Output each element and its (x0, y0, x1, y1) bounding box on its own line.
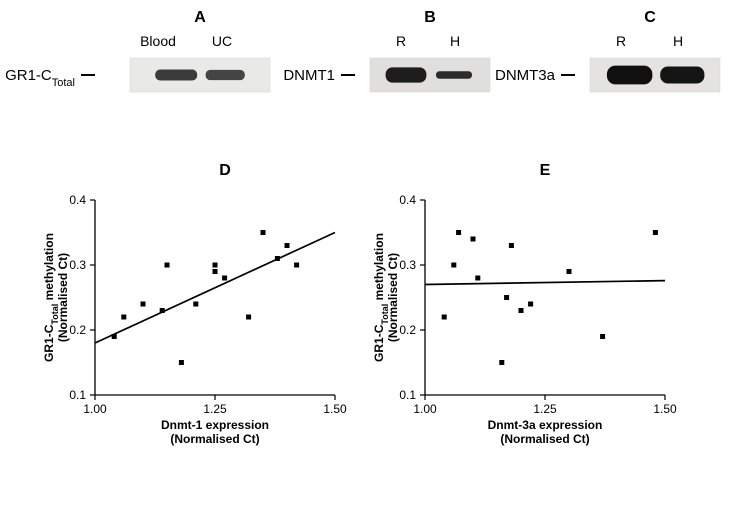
point-D-14 (294, 263, 299, 268)
point-E-8 (519, 308, 524, 313)
panel-letter-B: B (424, 9, 436, 26)
probe-label-B: DNMT1 (283, 67, 335, 84)
xtick-label-D-1: 1.25 (203, 402, 227, 416)
point-E-1 (451, 263, 456, 268)
ylabel-group-E: GR1-CTotal methylation(Normalised Ct) (372, 233, 400, 362)
point-E-10 (567, 269, 572, 274)
point-D-12 (275, 256, 280, 261)
xtick-label-D-2: 1.50 (323, 402, 347, 416)
point-D-5 (179, 360, 184, 365)
ytick-label-D-2: 0.3 (69, 258, 86, 272)
point-D-6 (193, 302, 198, 307)
ytick-label-D-3: 0.4 (69, 193, 86, 207)
point-E-12 (653, 230, 658, 235)
xtick-label-E-2: 1.50 (653, 402, 677, 416)
panel-letter-C: C (644, 9, 656, 26)
lane-label-B-0: R (396, 33, 406, 49)
ytick-label-D-0: 0.1 (69, 388, 86, 402)
point-E-9 (528, 302, 533, 307)
xtick-label-E-1: 1.25 (533, 402, 557, 416)
point-E-7 (509, 243, 514, 248)
lane-label-B-1: H (450, 33, 460, 49)
point-D-10 (246, 315, 251, 320)
point-E-4 (475, 276, 480, 281)
chart-D: D 0.1 0.2 0.3 0.4 1.00 1.25 1.50 Dnmt-1 expressi… (42, 162, 347, 446)
xlabel2-D: (Normalised Ct) (170, 432, 259, 446)
point-D-7 (213, 269, 218, 274)
point-E-5 (499, 360, 504, 365)
point-D-2 (141, 302, 146, 307)
point-D-4 (165, 263, 170, 268)
ytick-label-E-2: 0.3 (399, 258, 416, 272)
point-D-8 (213, 263, 218, 268)
ylabel-group-D: GR1-CTotal methylation(Normalised Ct) (42, 233, 70, 362)
lane-label-A-1: UC (212, 33, 232, 49)
point-D-13 (285, 243, 290, 248)
band-A-0 (155, 70, 197, 81)
probe-label-C: DNMT3a (495, 67, 556, 84)
ytick-label-E-1: 0.2 (399, 323, 416, 337)
band-A-1 (206, 70, 245, 80)
probe-label-A: GR1-CTotal (5, 67, 75, 89)
panel-letter-A: A (194, 9, 206, 26)
ytick-label-E-3: 0.4 (399, 193, 416, 207)
point-E-0 (442, 315, 447, 320)
xtick-label-D-0: 1.00 (83, 402, 107, 416)
figure-root: A Blood UC GR1-CTotal B R H DNMT1 C R H DNMT3a D 0.1 0… (0, 0, 749, 506)
lane-label-C-0: R (616, 33, 626, 49)
ytick-label-E-0: 0.1 (399, 388, 416, 402)
band-C-0 (607, 66, 653, 85)
point-E-6 (504, 295, 509, 300)
point-E-3 (471, 237, 476, 242)
point-E-11 (600, 334, 605, 339)
point-D-0 (112, 334, 117, 339)
fit-line-E (425, 281, 665, 285)
ytick-label-D-1: 0.2 (69, 323, 86, 337)
xlabel-E: Dnmt-3a expression (488, 418, 603, 432)
chart-E: E 0.1 0.2 0.3 0.4 1.00 1.25 1.50 Dnmt-3a express… (372, 162, 677, 446)
point-D-11 (261, 230, 266, 235)
blot-bg-A (130, 58, 270, 92)
band-C-1 (660, 67, 704, 84)
point-D-1 (121, 315, 126, 320)
point-E-2 (456, 230, 461, 235)
band-B-0 (386, 67, 427, 82)
xlabel2-E: (Normalised Ct) (500, 432, 589, 446)
lane-label-A-0: Blood (140, 33, 176, 49)
fit-line-D (95, 233, 335, 344)
point-D-9 (222, 276, 227, 281)
panel-letter-D: D (219, 162, 231, 179)
panel-letter-E: E (540, 162, 551, 179)
lane-label-C-1: H (673, 33, 683, 49)
ylabel2-D: (Normalised Ct) (56, 253, 70, 342)
point-D-3 (160, 308, 165, 313)
xlabel-D: Dnmt-1 expression (161, 418, 269, 432)
band-B-1 (436, 71, 472, 78)
ylabel2-E: (Normalised Ct) (386, 253, 400, 342)
xtick-label-E-0: 1.00 (413, 402, 437, 416)
